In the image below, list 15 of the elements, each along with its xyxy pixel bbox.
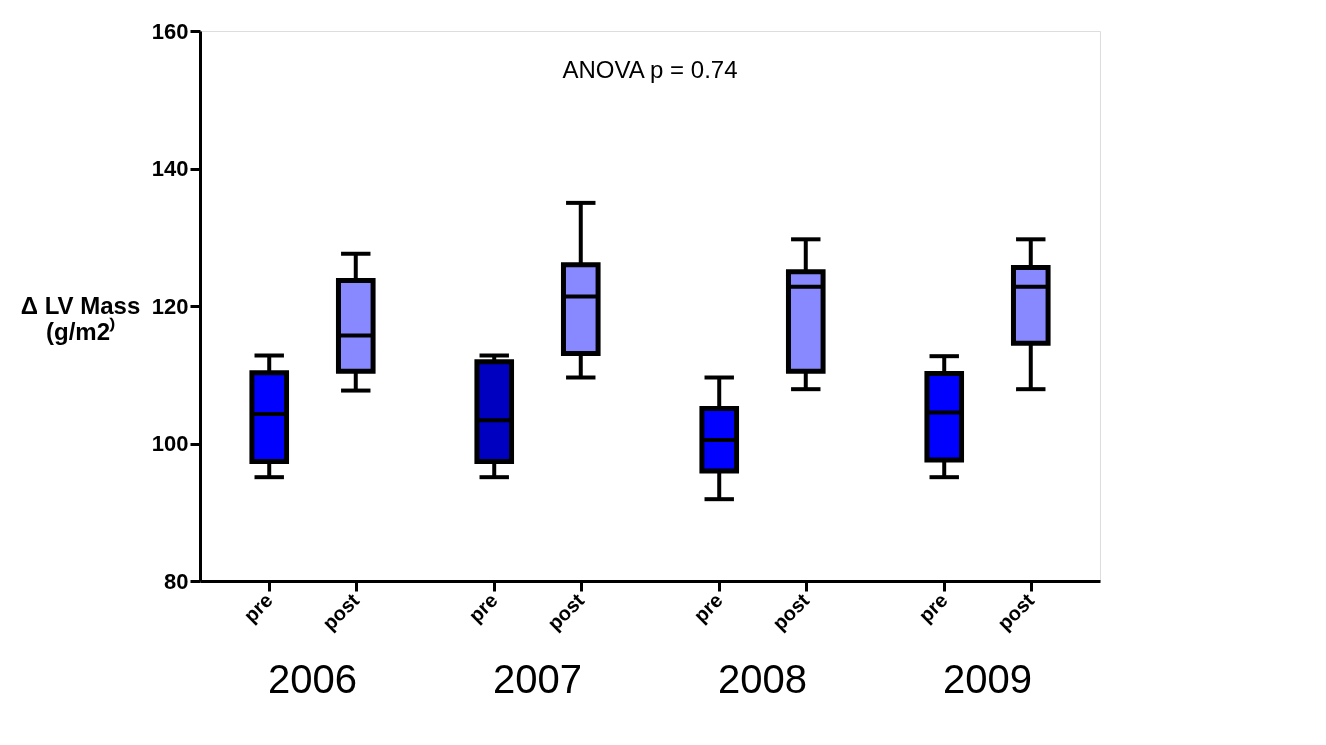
x-tick-label: pre (914, 589, 952, 627)
y-tick-label: 160 (151, 18, 189, 44)
annotation: ANOVA p = 0.74 (562, 56, 738, 83)
y-tick-label: 120 (151, 293, 189, 319)
x-tick-label: pre (239, 589, 277, 627)
text: 2006 (268, 657, 357, 701)
x-tick-label: pre (464, 589, 502, 627)
text: 2008 (718, 657, 807, 701)
text: 2007 (493, 657, 582, 701)
y-tick-label: 100 (151, 431, 189, 456)
y-tick-label: 140 (151, 156, 189, 181)
y-axis-title: Δ LV Mass (g/m2⁾ (20, 291, 141, 345)
x-tick-label: pre (689, 589, 727, 627)
text: 2009 (943, 657, 1032, 701)
y-tick-label: 80 (164, 568, 189, 594)
